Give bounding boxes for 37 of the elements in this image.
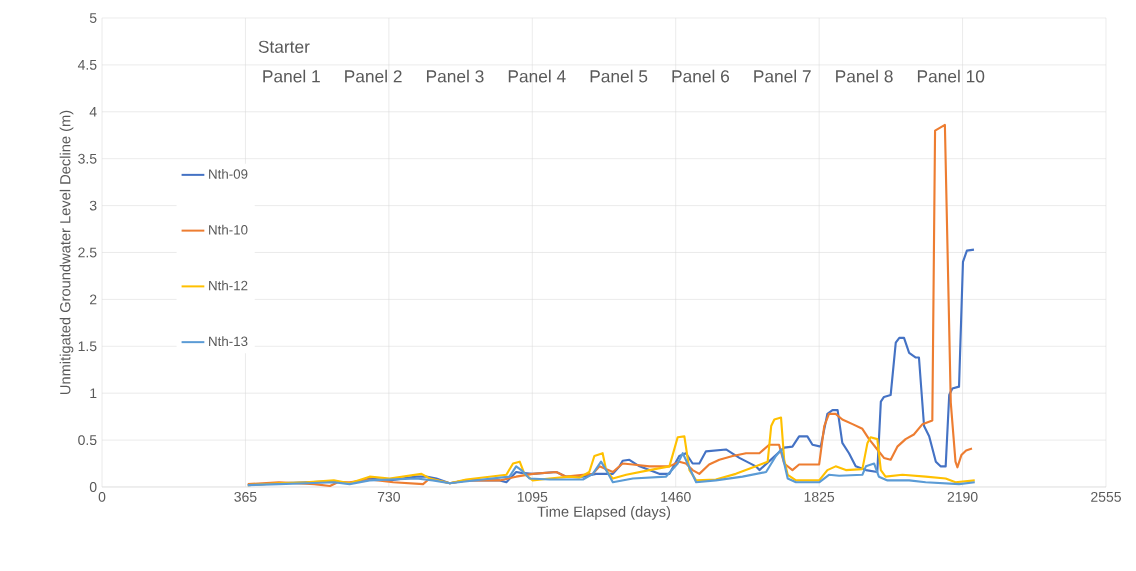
legend-label: Nth-09 — [209, 168, 248, 179]
y-axis-title: Unmitigated Groundwater Level Decline (m) — [59, 110, 74, 395]
y-tick-label: 1 — [90, 388, 97, 398]
y-tick-label: 4.5 — [77, 60, 97, 70]
y-tick-label: 1.5 — [78, 341, 97, 352]
y-tick-label: 4 — [89, 106, 97, 117]
legend-label: Nth-13 — [209, 336, 248, 347]
line-series — [246, 123, 974, 488]
y-tick-label: 2 — [90, 294, 97, 305]
annotation: Panel 2 — [345, 69, 402, 83]
line-series — [246, 448, 976, 487]
legend-label: Nth-12 — [209, 280, 248, 291]
legend-label: Nth-10 — [209, 224, 248, 235]
y-tick-label: 3 — [89, 200, 97, 211]
annotation: Panel 3 — [426, 69, 484, 83]
x-tick-label: 2190 — [947, 491, 978, 502]
annotation: Panel 8 — [836, 69, 893, 83]
annotation: Panel 10 — [917, 69, 985, 83]
annotation: Panel 5 — [590, 69, 648, 83]
x-tick-label: 1460 — [661, 491, 691, 502]
x-axis-title: Time Elapsed (days) — [537, 506, 671, 520]
y-tick-label: 3.5 — [78, 153, 97, 164]
annotation: Panel 7 — [754, 69, 811, 83]
x-tick-label: 365 — [234, 491, 257, 502]
y-tick-label: 5 — [89, 13, 97, 23]
x-tick-label: 2555 — [1091, 491, 1121, 502]
x-tick-label: 730 — [377, 491, 400, 502]
x-tick-label: 1095 — [517, 491, 548, 502]
annotation: Panel 4 — [508, 69, 566, 83]
annotation: Panel 6 — [672, 69, 730, 83]
x-tick-label: 0 — [98, 491, 106, 502]
y-tick-label: 2.5 — [78, 247, 97, 258]
annotation: Starter — [258, 40, 310, 53]
y-tick-label: 0.5 — [78, 435, 97, 446]
x-tick-label: 1825 — [804, 491, 835, 502]
annotation: Panel 1 — [263, 69, 320, 83]
y-tick-label: 0 — [89, 482, 97, 492]
